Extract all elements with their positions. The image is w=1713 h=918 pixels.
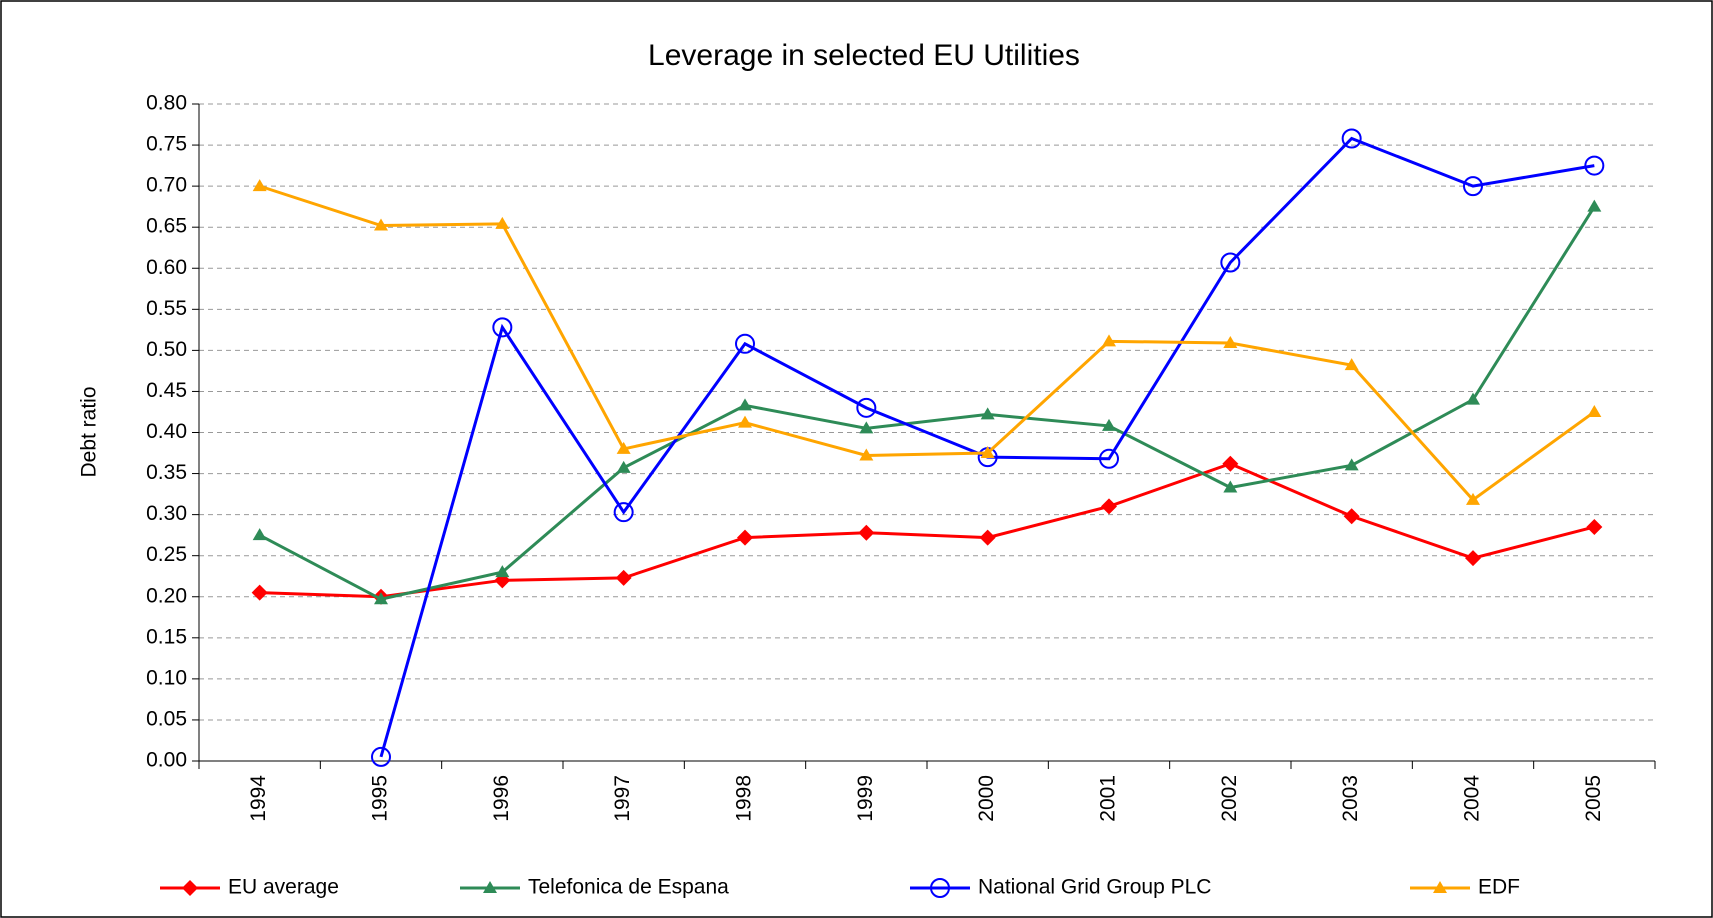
legend-label: EDF (1478, 876, 1520, 899)
data-point (1102, 334, 1116, 347)
legend-marker (182, 880, 198, 896)
data-point (856, 397, 877, 418)
data-point (1584, 155, 1605, 176)
data-point (859, 421, 874, 434)
data-point (735, 333, 755, 354)
x-tick-label: 2002 (1218, 775, 1241, 822)
legend-marker (1433, 881, 1447, 893)
data-point (374, 218, 388, 231)
y-tick-label: 0.45 (146, 379, 187, 402)
data-point (1222, 455, 1239, 472)
data-point (251, 584, 268, 601)
data-point (1344, 358, 1359, 371)
x-tick-label: 2005 (1582, 775, 1605, 822)
y-tick-label: 0.10 (146, 666, 187, 689)
x-tick-label: 1994 (247, 775, 270, 822)
x-tick-label: 1997 (611, 775, 634, 822)
x-tick-label: 1995 (369, 775, 392, 822)
y-tick-label: 0.40 (146, 420, 187, 443)
chart-title: Leverage in selected EU Utilities (648, 39, 1080, 72)
y-tick-label: 0.50 (146, 338, 187, 361)
data-point (737, 529, 753, 546)
series-line (259, 184, 1596, 502)
legend-marker (483, 881, 497, 893)
data-point (1099, 448, 1119, 469)
data-point (613, 502, 634, 523)
data-point (1586, 518, 1603, 535)
x-tick-label: 1996 (490, 775, 513, 822)
data-point (1341, 128, 1362, 149)
data-point (738, 398, 752, 411)
y-tick-label: 0.35 (146, 461, 187, 484)
data-point (738, 415, 752, 428)
legend-label: EU average (228, 876, 339, 899)
data-point (1587, 404, 1602, 417)
data-point (858, 524, 875, 541)
data-point (1223, 335, 1238, 348)
x-tick-label: 1998 (733, 775, 756, 822)
data-point (495, 216, 510, 229)
legend-label: National Grid Group PLC (978, 876, 1211, 899)
x-tick-label: 2003 (1339, 775, 1362, 822)
data-point (1466, 392, 1480, 405)
data-point (979, 529, 996, 546)
data-point (616, 441, 631, 454)
x-tick-label: 2001 (1097, 775, 1120, 822)
data-point (1220, 252, 1241, 273)
data-point (1102, 418, 1116, 431)
y-tick-label: 0.65 (146, 215, 187, 238)
y-tick-label: 0.60 (146, 256, 187, 279)
y-axis-label: Debt ratio (78, 386, 101, 477)
data-point (1343, 508, 1360, 525)
y-tick-label: 0.70 (146, 174, 187, 197)
data-point (615, 569, 632, 586)
data-point (1465, 550, 1481, 567)
data-point (1223, 480, 1238, 493)
y-tick-label: 0.30 (146, 502, 187, 525)
data-point (1587, 199, 1602, 212)
y-tick-label: 0.05 (146, 707, 187, 730)
y-tick-label: 0.15 (146, 625, 187, 648)
y-tick-label: 0.20 (146, 584, 187, 607)
series-line (259, 462, 1595, 599)
legend-marker (930, 878, 950, 898)
data-point (252, 528, 267, 541)
data-point (1466, 492, 1480, 505)
y-tick-label: 0.25 (146, 543, 187, 566)
data-point (1101, 498, 1117, 515)
data-point (980, 446, 995, 459)
legend-label: Telefonica de Espana (528, 876, 729, 899)
x-tick-label: 2004 (1461, 775, 1484, 822)
data-point (495, 565, 510, 578)
data-point (859, 448, 874, 461)
x-tick-label: 2000 (975, 775, 998, 822)
data-point (492, 317, 513, 338)
y-tick-label: 0.80 (146, 92, 187, 115)
data-point (616, 460, 631, 473)
data-point (371, 746, 391, 767)
data-point (980, 407, 995, 420)
series-line (258, 205, 1596, 601)
y-tick-label: 0.00 (146, 749, 187, 772)
data-point (1463, 176, 1483, 197)
data-point (374, 592, 388, 605)
data-point (1344, 458, 1359, 471)
y-tick-label: 0.75 (146, 133, 187, 156)
data-point (252, 179, 267, 192)
x-tick-label: 1999 (854, 775, 877, 822)
y-tick-label: 0.55 (146, 297, 187, 320)
